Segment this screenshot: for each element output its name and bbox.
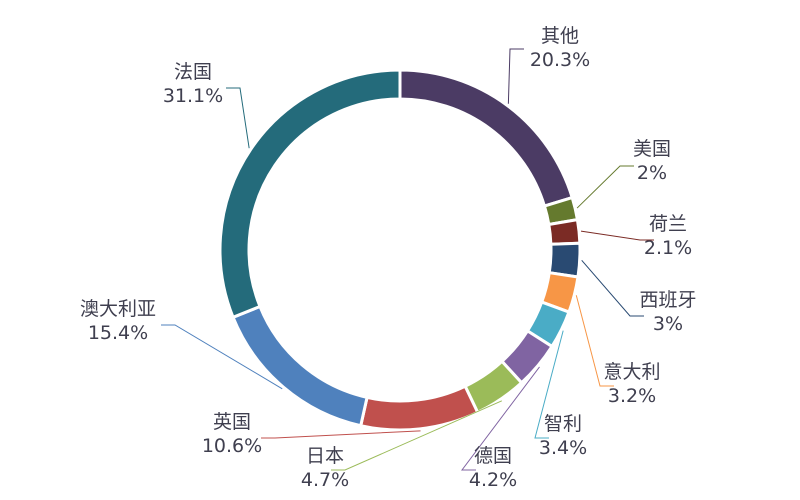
- leader-line-8: [331, 400, 503, 471]
- slice-name-label: 荷兰: [649, 213, 687, 235]
- leader-line-11: [226, 87, 250, 149]
- slice-10[interactable]: [231, 304, 369, 428]
- slice-percent-label: 20.3%: [530, 49, 590, 71]
- leader-line-3: [580, 230, 654, 241]
- donut-slices: [218, 68, 582, 432]
- leader-line-6: [534, 330, 564, 439]
- leader-line-9: [261, 430, 421, 439]
- slice-1[interactable]: [398, 68, 575, 208]
- slice-percent-label: 3.4%: [539, 437, 587, 459]
- leader-line-1: [507, 48, 524, 104]
- slice-percent-label: 4.7%: [301, 469, 349, 491]
- slice-name-label: 澳大利亚: [80, 298, 156, 320]
- slice-percent-label: 2.1%: [644, 237, 692, 259]
- slice-11[interactable]: [218, 68, 402, 320]
- slice-percent-label: 31.1%: [163, 85, 223, 107]
- leader-line-5: [575, 295, 614, 387]
- slice-name-label: 德国: [474, 445, 512, 467]
- slice-name-label: 智利: [544, 413, 582, 435]
- slice-percent-label: 3.2%: [608, 385, 656, 407]
- slice-percent-label: 4.2%: [469, 469, 517, 491]
- slice-name-label: 西班牙: [639, 289, 696, 311]
- leader-line-10: [161, 324, 283, 390]
- slice-name-label: 法国: [174, 61, 212, 83]
- leader-line-2: [576, 165, 634, 209]
- slice-percent-label: 10.6%: [202, 435, 262, 457]
- slice-percent-label: 3%: [653, 313, 683, 335]
- slice-9[interactable]: [358, 384, 480, 432]
- leader-line-4: [581, 259, 644, 317]
- slice-percent-label: 15.4%: [88, 322, 148, 344]
- slice-name-label: 日本: [306, 445, 344, 467]
- slice-name-label: 美国: [633, 138, 671, 160]
- slice-3[interactable]: [547, 217, 582, 246]
- slice-percent-label: 2%: [637, 162, 667, 184]
- leader-line-7: [460, 366, 540, 471]
- slice-name-label: 英国: [213, 411, 251, 433]
- slice-name-label: 其他: [541, 25, 579, 47]
- slice-name-label: 意大利: [603, 361, 660, 383]
